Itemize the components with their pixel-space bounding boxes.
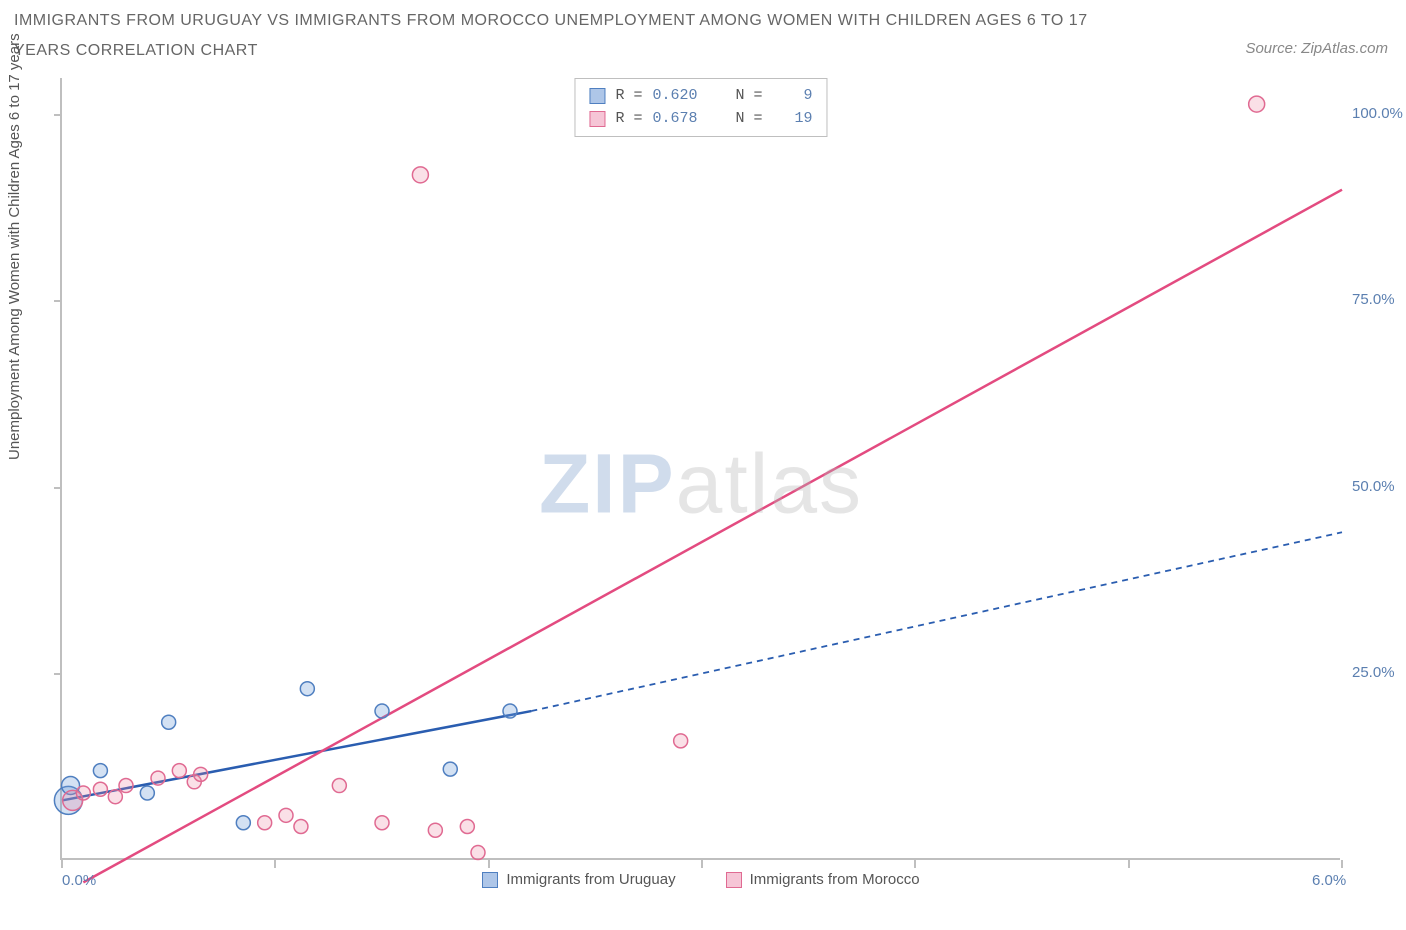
y-tick-label: 50.0% (1352, 478, 1395, 495)
legend-swatch-uruguay (482, 872, 498, 888)
legend-label-uruguay: Immigrants from Uruguay (506, 871, 675, 888)
legend-label-morocco: Immigrants from Morocco (750, 871, 920, 888)
x-tick-mark (274, 860, 276, 868)
legend-item-morocco: Immigrants from Morocco (726, 871, 920, 888)
stat-n-label: N = (736, 108, 763, 131)
y-tick-mark (54, 673, 62, 675)
stat-n-label: N = (736, 85, 763, 108)
y-tick-mark (54, 114, 62, 116)
y-tick-label: 25.0% (1352, 664, 1395, 681)
swatch-morocco (589, 111, 605, 127)
stat-r-value-morocco: 0.678 (652, 108, 697, 131)
stats-row-uruguay: R = 0.620 N = 9 (589, 85, 812, 108)
x-tick-mark (1341, 860, 1343, 868)
swatch-uruguay (589, 88, 605, 104)
stat-n-value-morocco: 19 (773, 108, 813, 131)
source-attribution: Source: ZipAtlas.com (1245, 40, 1388, 57)
plot-area: ZIPatlas 0.0%6.0% 25.0%50.0%75.0%100.0% … (60, 78, 1340, 860)
legend-item-uruguay: Immigrants from Uruguay (482, 871, 675, 888)
stat-n-value-uruguay: 9 (773, 85, 813, 108)
y-tick-label: 100.0% (1352, 105, 1403, 122)
chart-title: IMMIGRANTS FROM URUGUAY VS IMMIGRANTS FR… (14, 6, 1094, 67)
x-tick-mark (488, 860, 490, 868)
chart-svg (62, 78, 1342, 860)
legend-swatch-morocco (726, 872, 742, 888)
stats-legend-box: R = 0.620 N = 9 R = 0.678 N = 19 (574, 78, 827, 137)
y-tick-label: 75.0% (1352, 291, 1395, 308)
stat-r-value-uruguay: 0.620 (652, 85, 697, 108)
stat-r-label: R = (615, 108, 642, 131)
x-tick-mark (914, 860, 916, 868)
y-tick-mark (54, 300, 62, 302)
y-axis-label: Unemployment Among Women with Children A… (6, 33, 23, 460)
x-tick-mark (1128, 860, 1130, 868)
x-tick-mark (701, 860, 703, 868)
x-tick-mark (61, 860, 63, 868)
stat-r-label: R = (615, 85, 642, 108)
stats-row-morocco: R = 0.678 N = 19 (589, 108, 812, 131)
y-tick-mark (54, 487, 62, 489)
legend-bottom: Immigrants from Uruguay Immigrants from … (62, 871, 1340, 888)
